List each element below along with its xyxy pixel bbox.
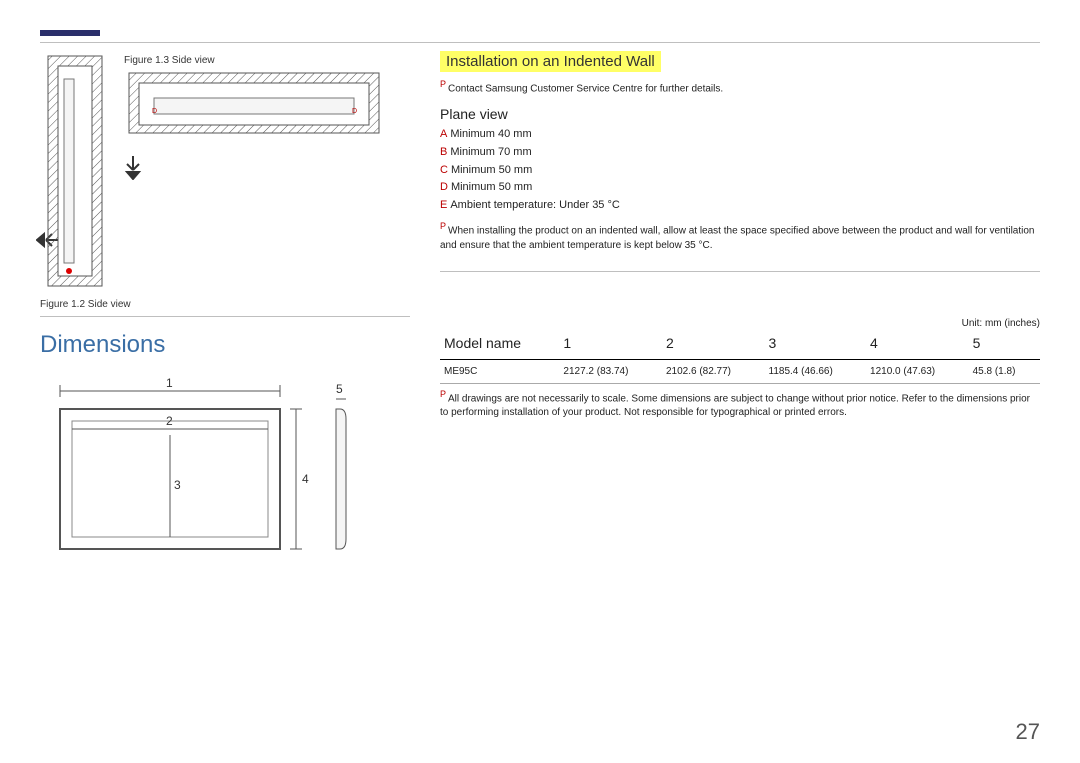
figure-caption-top: Figure 1.3 Side view bbox=[124, 55, 410, 66]
th-3: 3 bbox=[765, 331, 867, 360]
page-number: 27 bbox=[1016, 719, 1040, 745]
svg-text:4: 4 bbox=[302, 472, 309, 486]
dimensions-table: Model name 1 2 3 4 5 ME95C 2127.2 (83.74… bbox=[440, 331, 1040, 384]
arrow-down-icon bbox=[124, 156, 410, 180]
measure-d: Minimum 50 mm bbox=[451, 181, 532, 193]
measure-a: Minimum 40 mm bbox=[450, 128, 531, 140]
measure-e: Ambient temperature: Under 35 °C bbox=[450, 199, 619, 211]
dimensions-footnote: PAll drawings are not necessarily to sca… bbox=[440, 388, 1040, 420]
th-2: 2 bbox=[662, 331, 765, 360]
measure-b: Minimum 70 mm bbox=[450, 146, 531, 158]
svg-text:2: 2 bbox=[166, 414, 173, 428]
install-note-text: When installing the product on an indent… bbox=[440, 226, 1035, 251]
th-model: Model name bbox=[440, 331, 559, 360]
measure-c: Minimum 50 mm bbox=[451, 164, 532, 176]
svg-text:3: 3 bbox=[174, 478, 181, 492]
install-note: PWhen installing the product on an inden… bbox=[440, 220, 1040, 252]
figure-dimensions: 1 2 3 4 5 bbox=[40, 369, 410, 569]
svg-text:1: 1 bbox=[166, 376, 173, 390]
figure-caption-left: Figure 1.2 Side view bbox=[40, 299, 410, 310]
th-4: 4 bbox=[866, 331, 969, 360]
td-3: 1185.4 (46.66) bbox=[765, 359, 867, 383]
td-1: 2127.2 (83.74) bbox=[559, 359, 662, 383]
contact-note: PContact Samsung Customer Service Centre… bbox=[440, 78, 1040, 96]
installation-heading: Installation on an Indented Wall bbox=[440, 51, 661, 72]
header-accent bbox=[40, 30, 100, 36]
header-rule bbox=[40, 42, 1040, 43]
td-4: 1210.0 (47.63) bbox=[866, 359, 969, 383]
figure-plan-top: D D bbox=[124, 68, 410, 148]
plane-view-label: Plane view bbox=[440, 106, 1040, 122]
td-5: 45.8 (1.8) bbox=[969, 359, 1040, 383]
td-model: ME95C bbox=[440, 359, 559, 383]
table-row: ME95C 2127.2 (83.74) 2102.6 (82.77) 1185… bbox=[440, 359, 1040, 383]
figure-side-view-left bbox=[40, 51, 110, 291]
svg-text:D: D bbox=[152, 108, 157, 115]
contact-note-text: Contact Samsung Customer Service Centre … bbox=[448, 83, 723, 94]
th-1: 1 bbox=[559, 331, 662, 360]
divider bbox=[40, 316, 410, 317]
svg-text:5: 5 bbox=[336, 382, 343, 396]
svg-text:D: D bbox=[352, 108, 357, 115]
td-2: 2102.6 (82.77) bbox=[662, 359, 765, 383]
th-5: 5 bbox=[969, 331, 1040, 360]
measurement-list: AMinimum 40 mm BMinimum 70 mm CMinimum 5… bbox=[440, 126, 1040, 214]
dimensions-footnote-text: All drawings are not necessarily to scal… bbox=[440, 393, 1030, 418]
unit-label: Unit: mm (inches) bbox=[440, 318, 1040, 329]
dimensions-heading: Dimensions bbox=[40, 331, 410, 359]
